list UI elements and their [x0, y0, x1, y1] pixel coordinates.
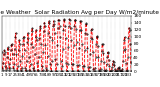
- Title: Milwaukee Weather  Solar Radiation Avg per Day W/m2/minute: Milwaukee Weather Solar Radiation Avg pe…: [0, 10, 159, 15]
